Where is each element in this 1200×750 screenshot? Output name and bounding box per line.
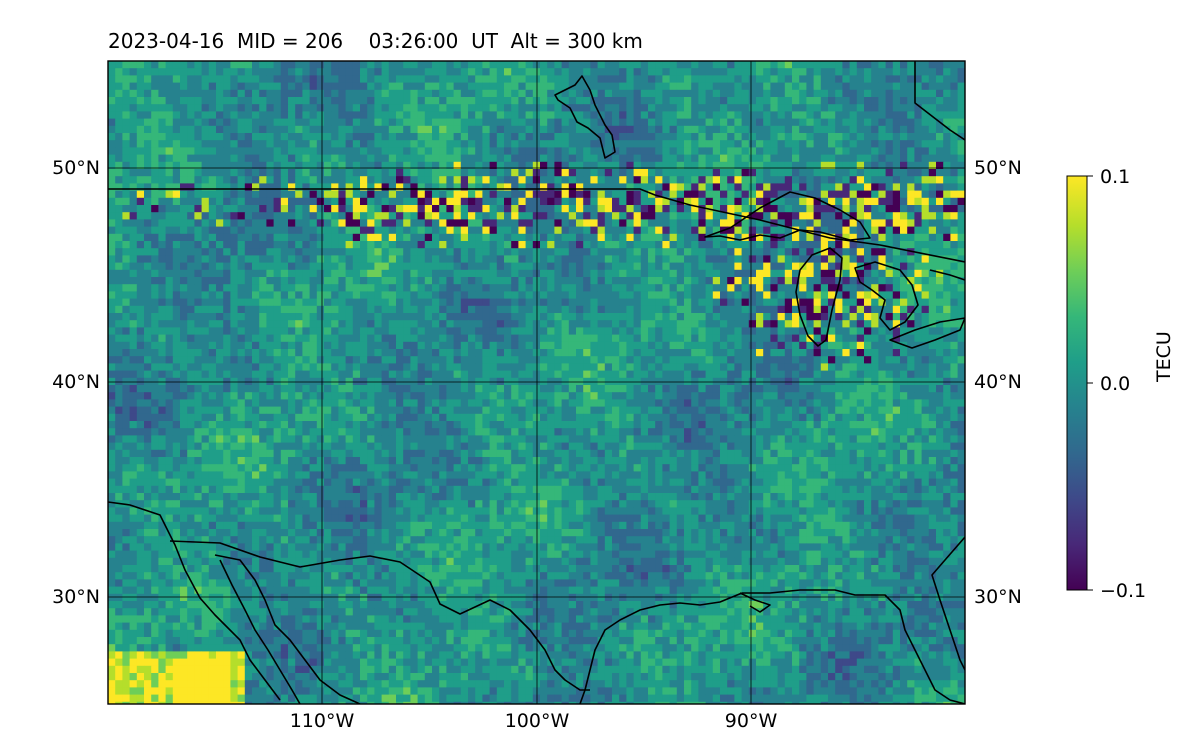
lake-huron xyxy=(854,261,919,331)
us-canada-border xyxy=(108,188,965,263)
texas-coast xyxy=(579,592,743,704)
lat-label-right-30: 30°N xyxy=(974,586,1022,608)
lake-michigan xyxy=(795,247,843,347)
map-frame xyxy=(107,60,966,705)
lake-erie xyxy=(889,317,965,349)
hudson-bay-coast xyxy=(914,61,965,141)
gulf-of-california xyxy=(219,559,301,704)
tec-heatmap xyxy=(108,61,965,704)
lat-label-left-40: 40°N xyxy=(52,371,100,393)
lake-ontario xyxy=(929,269,965,281)
lat-label-left-50: 50°N xyxy=(52,157,100,179)
gulf-coast xyxy=(742,589,965,704)
lat-label-left-30: 30°N xyxy=(52,586,100,608)
lat-label-right-40: 40°N xyxy=(974,371,1022,393)
baja-peninsula xyxy=(214,554,361,704)
plot-title: 2023-04-16 MID = 206 03:26:00 UT Alt = 3… xyxy=(108,29,643,53)
colorbar-label: TECU xyxy=(1153,331,1175,382)
lon-label-100w: 100°W xyxy=(505,710,570,732)
lon-label-110w: 110°W xyxy=(290,710,355,732)
east-coast xyxy=(931,536,965,671)
map-gridlines xyxy=(108,61,965,704)
baja-pacific-coast xyxy=(108,501,281,701)
colorbar: 0.1 0.0 −0.1 xyxy=(1066,166,1146,602)
lake-winnipeg xyxy=(554,75,616,159)
mississippi-delta xyxy=(739,592,771,613)
lon-label-90w: 90°W xyxy=(725,710,778,732)
colorbar-gradient xyxy=(1066,175,1088,591)
mexico-border xyxy=(169,540,590,691)
lat-label-right-50: 50°N xyxy=(974,157,1022,179)
lake-superior xyxy=(704,191,871,241)
colorbar-tick-label-max: 0.1 xyxy=(1100,166,1130,188)
colorbar-tick-label-min: −0.1 xyxy=(1100,580,1146,602)
colorbar-tick-label-zero: 0.0 xyxy=(1100,373,1130,395)
coastlines-borders xyxy=(108,61,965,704)
